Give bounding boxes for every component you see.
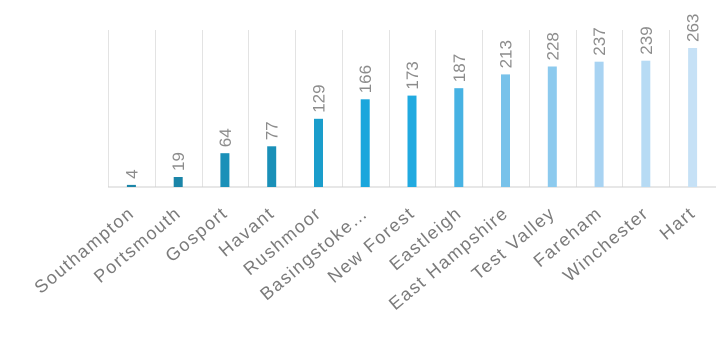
data-label: 64 <box>216 128 235 147</box>
bar <box>454 88 464 187</box>
bar <box>594 61 604 188</box>
bar <box>267 146 277 187</box>
bar <box>501 74 510 187</box>
data-label: 19 <box>169 152 188 171</box>
x-tick-label: Hart <box>656 203 700 244</box>
bar <box>407 95 417 187</box>
x-tick-labels: SouthamptonPortsmouthGosportHavantRushmo… <box>30 203 699 314</box>
data-label: 237 <box>590 27 609 55</box>
bar <box>360 99 370 187</box>
data-label: 77 <box>263 121 282 140</box>
bars <box>126 48 698 188</box>
bar <box>126 184 136 187</box>
data-label: 4 <box>122 169 141 178</box>
data-label: 228 <box>543 32 562 60</box>
bar <box>688 48 698 187</box>
bar <box>173 177 183 187</box>
data-label: 187 <box>450 54 469 82</box>
data-label: 213 <box>497 40 516 68</box>
data-label: 173 <box>403 61 422 89</box>
data-label: 166 <box>356 65 375 93</box>
data-labels: 4 19 64 77 129 166 173 187 213 228 237 239 263 <box>122 14 702 179</box>
data-label: 129 <box>310 84 329 112</box>
grid-lines <box>108 30 670 187</box>
bar <box>220 153 230 187</box>
data-label: 263 <box>684 14 703 42</box>
bar <box>641 60 651 188</box>
bar <box>314 118 323 187</box>
bar <box>547 66 557 187</box>
data-label: 239 <box>637 26 656 54</box>
